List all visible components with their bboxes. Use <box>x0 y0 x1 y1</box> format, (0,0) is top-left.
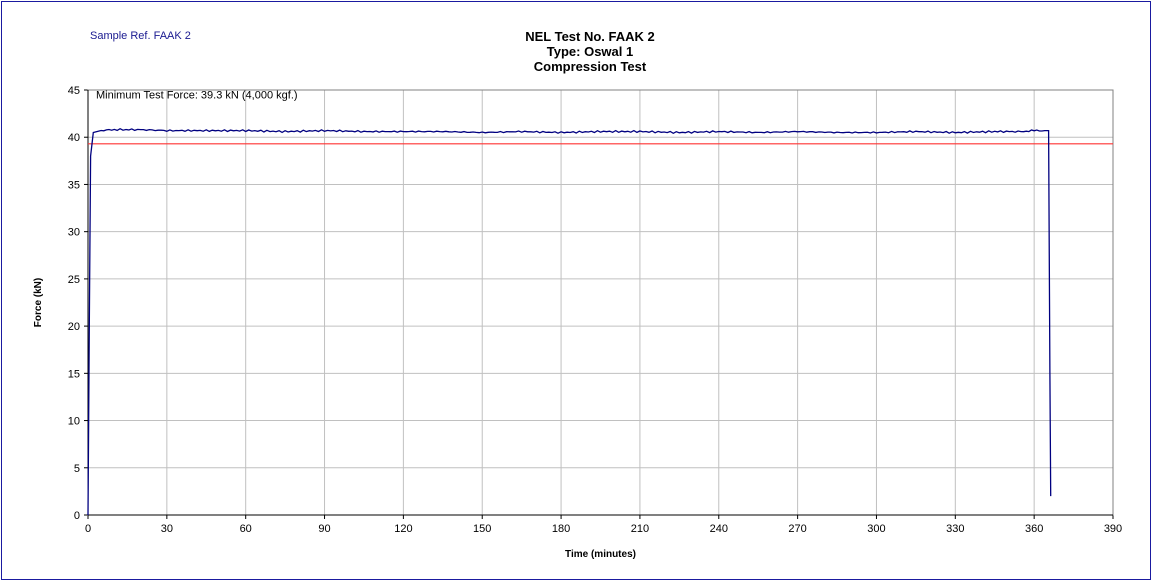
y-tick-label: 0 <box>74 510 80 522</box>
x-tick-label: 330 <box>946 523 964 535</box>
sample-ref-label: Sample Ref. FAAK 2 <box>90 30 191 42</box>
x-tick-label: 360 <box>1025 523 1043 535</box>
force-series-line <box>87 127 1052 516</box>
grid-layer <box>87 89 1114 516</box>
x-tick-labels: 0 30 60 90 120 150 180 210 240 270 300 330 360 390 <box>85 523 1122 535</box>
minimum-force-annotation: Minimum Test Force: 39.3 kN (4,000 kgf.) <box>96 90 298 102</box>
y-axis-title: Force (kN) <box>33 278 44 327</box>
x-tick-label: 30 <box>161 523 173 535</box>
y-tick-label: 25 <box>68 274 80 286</box>
x-tick-label: 60 <box>240 523 252 535</box>
y-tick-labels: 0 5 10 15 20 25 30 35 40 45 <box>68 85 80 522</box>
plot-area-border <box>87 89 1114 516</box>
x-tick-label: 240 <box>710 523 728 535</box>
x-tick-label: 300 <box>867 523 885 535</box>
title-line-2: Type: Oswal 1 <box>546 44 634 59</box>
x-tick-label: 270 <box>788 523 806 535</box>
x-tick-label: 120 <box>394 523 412 535</box>
x-tick-label: 210 <box>631 523 649 535</box>
y-tick-label: 15 <box>68 368 80 380</box>
chart-title: NEL Test No. FAAK 2 Type: Oswal 1 Compre… <box>430 29 750 74</box>
y-tick-label: 10 <box>68 416 80 428</box>
y-tick-label: 45 <box>68 85 80 97</box>
x-tick-label: 180 <box>552 523 570 535</box>
x-tick-label: 0 <box>85 523 91 535</box>
x-tick-label: 150 <box>473 523 491 535</box>
x-tick-label: 90 <box>318 523 330 535</box>
y-tick-label: 30 <box>68 227 80 239</box>
x-axis-title: Time (minutes) <box>565 549 636 560</box>
y-tick-label: 35 <box>68 179 80 191</box>
y-tick-label: 20 <box>68 321 80 333</box>
title-line-1: NEL Test No. FAAK 2 <box>525 29 655 44</box>
y-tick-label: 40 <box>68 132 80 144</box>
axis-layer <box>84 89 1114 519</box>
title-line-3: Compression Test <box>533 59 647 74</box>
x-tick-label: 390 <box>1104 523 1122 535</box>
y-tick-label: 5 <box>74 463 80 475</box>
